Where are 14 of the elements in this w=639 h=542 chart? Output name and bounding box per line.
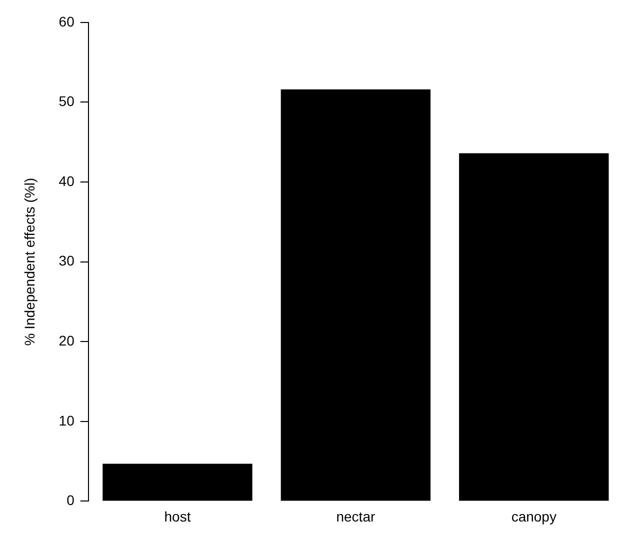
bar	[102, 464, 252, 501]
y-tick-label: 10	[58, 412, 75, 428]
y-axis-title: % Independent effects (%l)	[21, 178, 38, 346]
bar	[280, 89, 431, 501]
y-tick-label: 60	[58, 13, 75, 30]
y-tick-label: 20	[58, 332, 75, 348]
y-tick-label: 0	[66, 492, 75, 508]
x-tick-label: canopy	[511, 508, 556, 524]
bar	[459, 153, 609, 501]
y-tick-label: 50	[58, 93, 75, 110]
x-tick-label: host	[164, 508, 191, 524]
x-tick-label: nectar	[336, 508, 376, 524]
y-tick-label: 40	[58, 172, 75, 189]
y-tick-label: 30	[58, 252, 75, 269]
